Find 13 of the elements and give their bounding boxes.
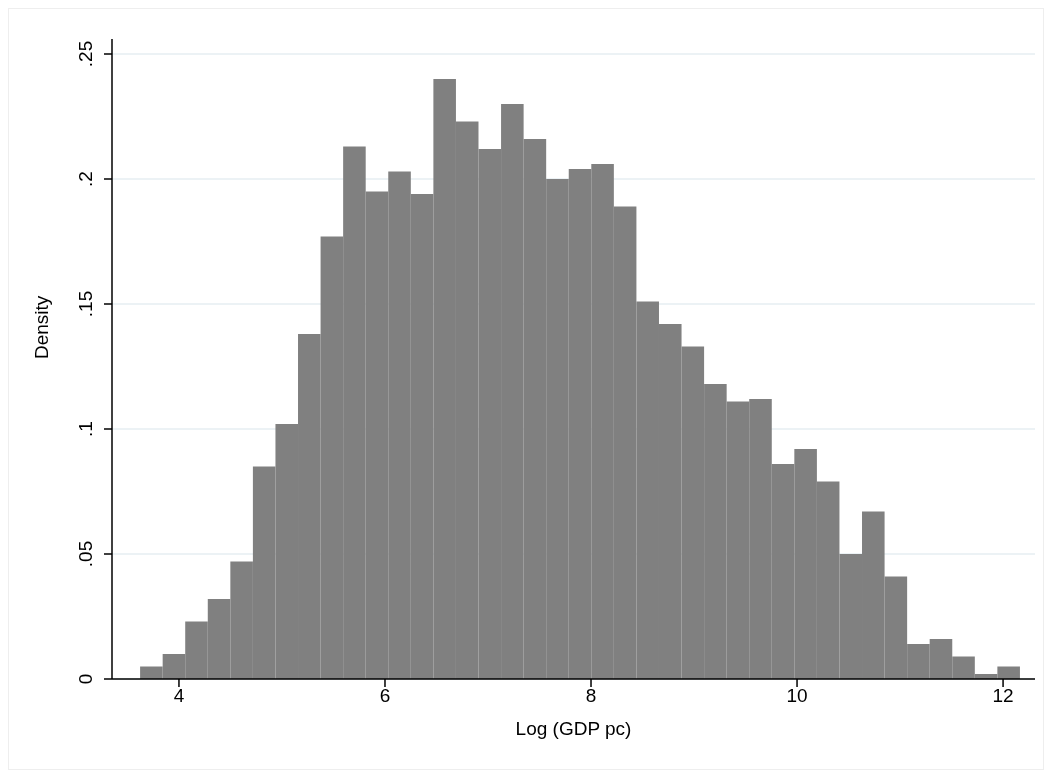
y-axis-title: Density bbox=[30, 295, 52, 359]
y-tick-label: .25 bbox=[75, 40, 96, 68]
y-tick-label: 0 bbox=[75, 673, 96, 685]
x-tick-label: 8 bbox=[585, 685, 597, 707]
x-axis-title: Log (GDP pc) bbox=[515, 718, 632, 739]
y-tick-label: .2 bbox=[75, 171, 96, 187]
x-tick-label: 6 bbox=[379, 685, 391, 707]
x-tick-label: 12 bbox=[992, 685, 1014, 707]
y-tick-label: .1 bbox=[75, 421, 96, 437]
x-tick-label: 4 bbox=[173, 685, 185, 707]
y-tick-label: .05 bbox=[75, 540, 96, 568]
x-tick-label: 10 bbox=[786, 685, 808, 707]
y-tick-label: .15 bbox=[75, 290, 96, 318]
